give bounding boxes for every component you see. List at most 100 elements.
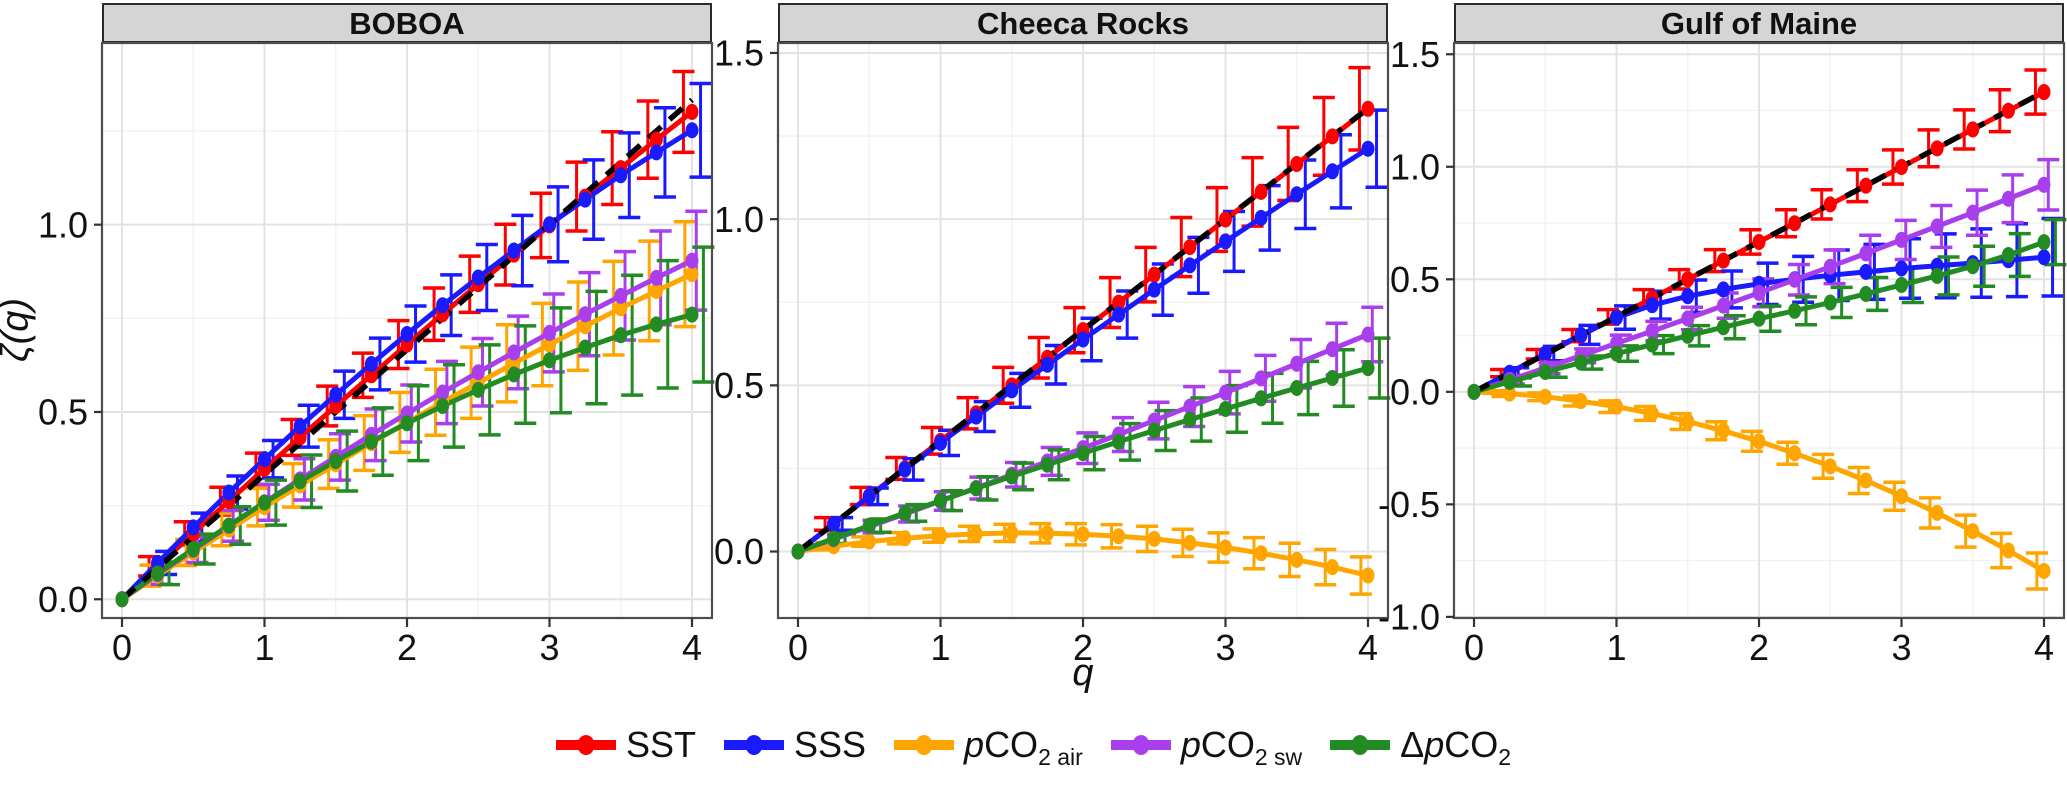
data-point bbox=[1681, 271, 1695, 288]
data-point bbox=[2001, 102, 2015, 119]
legend-key-sst bbox=[555, 735, 616, 755]
data-point bbox=[364, 367, 378, 384]
data-point bbox=[1823, 258, 1837, 275]
data-point bbox=[1645, 336, 1659, 353]
y-tick-label: 1.5 bbox=[714, 33, 764, 74]
legend-label-pco2-sw: pCO2 sw bbox=[1180, 724, 1303, 770]
panel-title-gulf-of-maine: Gulf of Maine bbox=[1454, 3, 2064, 43]
data-point bbox=[329, 397, 343, 414]
x-tick-label: 3 bbox=[539, 627, 559, 668]
y-tick-label: 0.5 bbox=[38, 392, 88, 433]
data-point bbox=[1859, 285, 1873, 302]
data-point bbox=[1361, 326, 1375, 343]
data-point bbox=[1290, 380, 1304, 396]
legend-item-dpco2: ΔpCO2 bbox=[1330, 724, 1512, 770]
data-point bbox=[649, 144, 663, 161]
data-point bbox=[1788, 215, 1802, 232]
data-point bbox=[1147, 530, 1161, 547]
data-point bbox=[685, 252, 699, 269]
data-point bbox=[1040, 356, 1054, 373]
panels-row: BOBOA 0.0 0.5 1.0 0 1 2 3 4 Cheeca Rocks 0.0 0.5… bbox=[36, 3, 2067, 668]
data-point bbox=[1716, 297, 1730, 314]
data-point bbox=[1112, 294, 1126, 311]
data-point bbox=[471, 269, 485, 286]
data-point bbox=[1325, 370, 1339, 387]
data-point bbox=[898, 461, 912, 478]
legend-label-sst: SST bbox=[625, 724, 696, 765]
data-point bbox=[507, 366, 521, 383]
data-point bbox=[1254, 209, 1268, 226]
data-point bbox=[1076, 526, 1090, 543]
data-point bbox=[1752, 233, 1766, 250]
data-point bbox=[2001, 542, 2015, 559]
legend-key-pco2-sw bbox=[1110, 735, 1171, 755]
data-point bbox=[898, 504, 912, 521]
data-point bbox=[258, 494, 271, 511]
legend-item-pco2-sw: pCO2 sw bbox=[1110, 724, 1303, 770]
data-point bbox=[507, 344, 521, 361]
data-point bbox=[1290, 355, 1304, 372]
data-point bbox=[1325, 128, 1339, 145]
data-point bbox=[1930, 504, 1944, 521]
data-point bbox=[1219, 211, 1232, 228]
data-point bbox=[1183, 239, 1197, 256]
data-point bbox=[1290, 155, 1304, 172]
data-point bbox=[1966, 204, 1980, 221]
x-tick-label: 2 bbox=[1073, 627, 1093, 668]
panel-title-cheeca-rocks: Cheeca Rocks bbox=[778, 3, 1388, 43]
data-point bbox=[1040, 525, 1054, 542]
data-point bbox=[1610, 398, 1623, 415]
data-point bbox=[862, 517, 876, 534]
x-tick-label: 3 bbox=[1891, 627, 1911, 668]
data-point bbox=[614, 300, 628, 317]
data-point bbox=[1966, 523, 1980, 540]
data-point bbox=[614, 167, 628, 184]
data-point bbox=[1681, 288, 1695, 305]
panel-boboa-plot: 0.0 0.5 1.0 0 1 2 3 4 bbox=[38, 41, 715, 668]
data-point bbox=[2037, 249, 2051, 266]
reference-dashed-line bbox=[796, 106, 1370, 554]
data-point bbox=[1361, 360, 1375, 377]
data-point bbox=[1254, 390, 1268, 407]
data-point bbox=[1716, 252, 1730, 269]
data-point bbox=[1538, 345, 1552, 362]
data-point bbox=[1219, 539, 1232, 556]
panel-title-boboa: BOBOA bbox=[102, 3, 712, 43]
data-point bbox=[1859, 177, 1873, 194]
data-point bbox=[1788, 271, 1802, 288]
x-tick-label: 3 bbox=[1215, 627, 1235, 668]
data-point bbox=[507, 242, 521, 259]
data-point bbox=[1716, 281, 1730, 298]
data-point bbox=[1183, 411, 1197, 428]
data-point bbox=[578, 318, 592, 335]
data-point bbox=[1325, 163, 1339, 180]
data-point bbox=[1147, 281, 1161, 298]
data-point bbox=[1930, 140, 1944, 157]
data-point bbox=[471, 381, 485, 398]
data-point bbox=[1930, 267, 1944, 284]
x-tick-label: 1 bbox=[1606, 627, 1626, 668]
legend-label-dpco2: ΔpCO2 bbox=[1400, 724, 1512, 770]
data-point bbox=[1361, 567, 1375, 584]
data-point bbox=[1574, 393, 1588, 410]
data-point bbox=[293, 429, 307, 446]
data-point bbox=[685, 266, 699, 283]
data-point bbox=[2037, 84, 2051, 101]
legend: SST SSS pCO2 air pCO2 sw ΔpCO2 bbox=[0, 724, 2067, 770]
data-point bbox=[1503, 373, 1517, 390]
x-tick-label: 2 bbox=[397, 627, 417, 668]
data-point bbox=[1859, 472, 1873, 489]
x-tick-label: 0 bbox=[1464, 627, 1484, 668]
x-axis-title: q bbox=[1072, 652, 1094, 694]
data-point bbox=[969, 408, 983, 425]
y-tick-label: -0.5 bbox=[1378, 484, 1440, 525]
data-point bbox=[685, 122, 699, 139]
data-point bbox=[649, 131, 663, 148]
data-point bbox=[862, 488, 876, 505]
data-point bbox=[1859, 245, 1873, 262]
data-point bbox=[329, 386, 343, 403]
data-point bbox=[1788, 445, 1802, 462]
data-point bbox=[364, 356, 378, 373]
x-tick-label: 1 bbox=[930, 627, 950, 668]
data-point bbox=[1147, 422, 1161, 439]
